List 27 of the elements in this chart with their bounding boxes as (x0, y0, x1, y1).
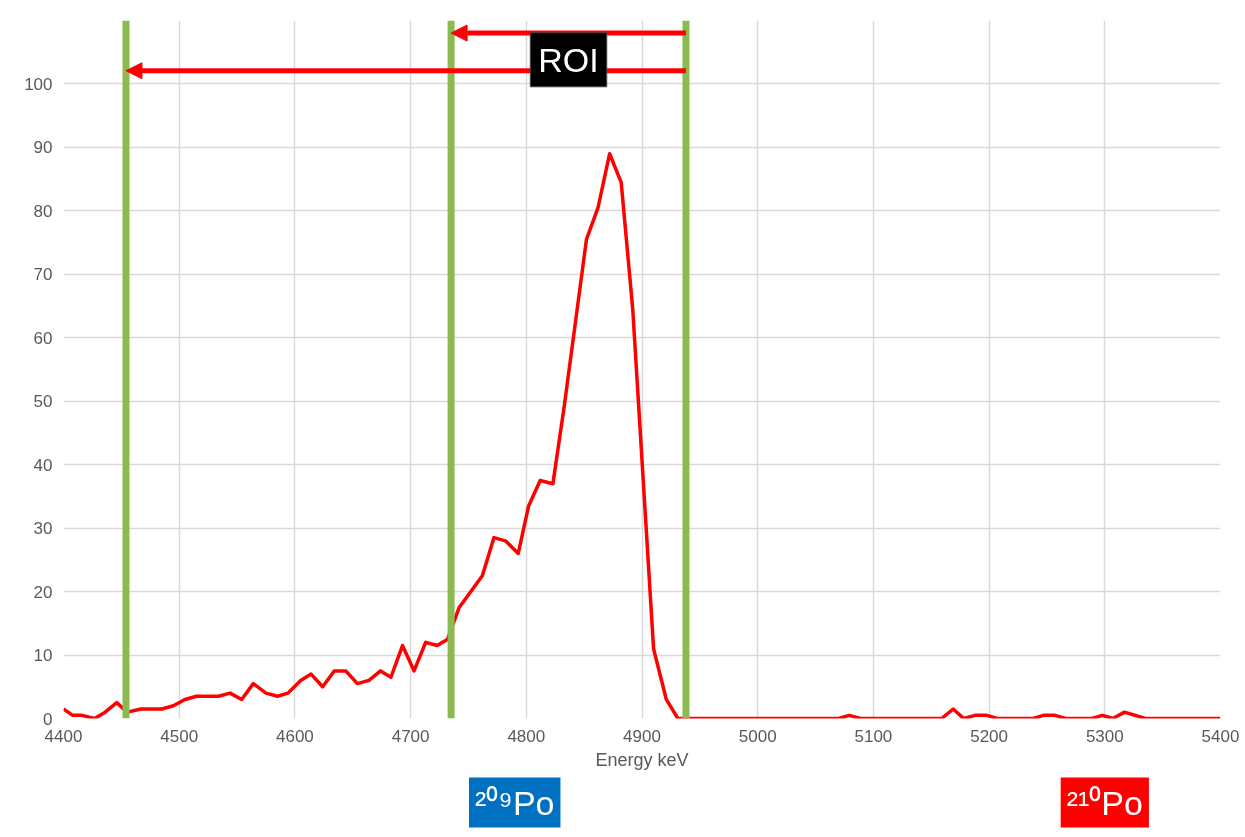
y-tick-label: 100 (24, 74, 53, 94)
text: ²¹⁰Po (1066, 783, 1143, 822)
y-tick-label: 20 (33, 582, 53, 602)
x-tick-label: 4800 (507, 726, 546, 746)
x-tick-label: 4900 (623, 726, 661, 746)
x-tick-label: 5200 (970, 726, 1009, 746)
y-tick-label: 70 (33, 265, 53, 285)
x-axis-title: Energy keV (595, 749, 689, 770)
y-tick-label: 10 (33, 646, 53, 666)
x-tick-label: 4400 (44, 726, 83, 746)
x-tick-label: 5000 (738, 726, 777, 746)
y-tick-label: 30 (33, 519, 53, 539)
annotation: ROI (538, 40, 599, 79)
x-tick-label: 4600 (275, 726, 314, 746)
x-tick-label: 4700 (391, 726, 430, 746)
y-tick-label: 90 (33, 138, 53, 158)
x-tick-label: 5400 (1201, 726, 1240, 746)
y-tick-label: 40 (33, 455, 53, 475)
line-series (63, 152, 1221, 719)
y-tick-label: 0 (43, 709, 53, 729)
x-tick-label: 5100 (854, 726, 893, 746)
text: ²⁰⁹Po (475, 783, 555, 822)
x-tick-label: 5300 (1085, 726, 1124, 746)
x-tick-label: 4500 (160, 726, 199, 746)
y-tick-label: 50 (33, 392, 53, 412)
y-tick-label: 60 (33, 328, 53, 348)
y-tick-label: 80 (33, 201, 53, 221)
